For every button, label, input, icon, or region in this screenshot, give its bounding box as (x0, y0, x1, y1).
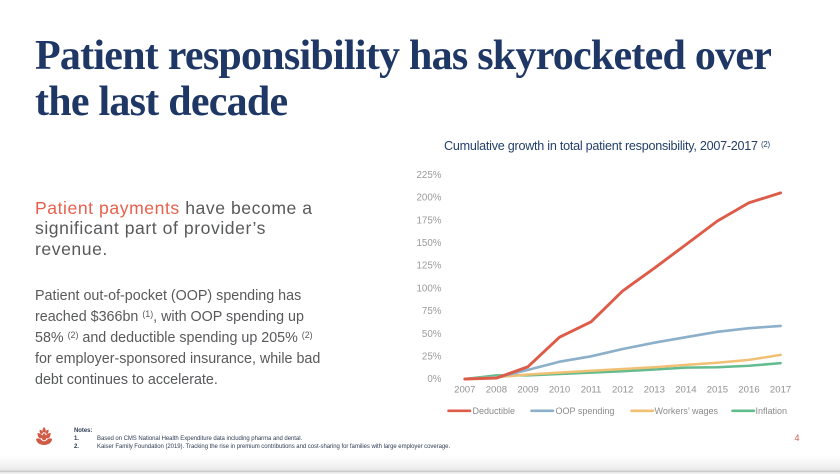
svg-text:2008: 2008 (486, 385, 507, 396)
svg-text:175%: 175% (416, 215, 441, 226)
svg-text:2012: 2012 (612, 385, 633, 396)
svg-text:125%: 125% (416, 261, 441, 272)
svg-text:2016: 2016 (738, 385, 759, 396)
svg-text:0%: 0% (427, 374, 441, 385)
svg-text:OOP spending: OOP spending (556, 406, 615, 416)
svg-text:200%: 200% (416, 193, 441, 204)
svg-text:Workers’ wages: Workers’ wages (655, 406, 719, 416)
svg-text:Deductible: Deductible (473, 406, 516, 416)
svg-text:25%: 25% (422, 352, 442, 363)
svg-text:2010: 2010 (549, 385, 570, 396)
svg-text:2014: 2014 (675, 385, 697, 396)
svg-text:100%: 100% (416, 283, 441, 294)
svg-text:2007: 2007 (454, 385, 475, 396)
svg-text:75%: 75% (422, 306, 442, 317)
svg-text:50%: 50% (422, 329, 442, 340)
svg-text:150%: 150% (416, 238, 441, 249)
svg-text:2009: 2009 (517, 385, 538, 396)
svg-text:2011: 2011 (581, 385, 602, 396)
svg-text:225%: 225% (416, 170, 441, 181)
svg-text:2015: 2015 (707, 385, 728, 396)
svg-text:2013: 2013 (644, 385, 665, 396)
svg-text:2017: 2017 (770, 385, 791, 396)
svg-text:Inflation: Inflation (756, 406, 788, 416)
